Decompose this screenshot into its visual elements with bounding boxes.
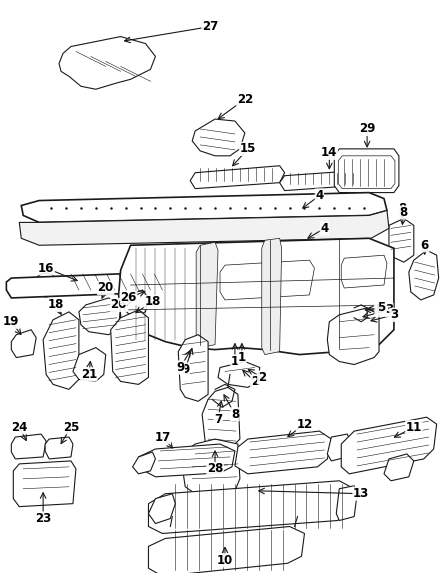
Polygon shape — [192, 119, 245, 156]
Text: 15: 15 — [240, 143, 256, 155]
Polygon shape — [13, 461, 76, 507]
Text: 1: 1 — [238, 351, 246, 364]
Text: 10: 10 — [217, 554, 233, 567]
Polygon shape — [334, 149, 399, 193]
Polygon shape — [182, 439, 240, 497]
Text: 1: 1 — [231, 355, 239, 368]
Text: 28: 28 — [207, 462, 223, 476]
Text: 8: 8 — [400, 206, 408, 219]
Polygon shape — [178, 335, 208, 401]
Text: 3: 3 — [385, 304, 393, 316]
Polygon shape — [336, 486, 357, 520]
Polygon shape — [327, 308, 379, 365]
Text: 6: 6 — [421, 239, 429, 252]
Polygon shape — [139, 444, 235, 477]
Text: 9: 9 — [176, 361, 184, 374]
Polygon shape — [19, 210, 389, 246]
Text: 3: 3 — [390, 308, 398, 321]
Polygon shape — [132, 452, 155, 474]
Text: 13: 13 — [353, 487, 369, 500]
Text: 16: 16 — [38, 262, 54, 275]
Text: 18: 18 — [48, 298, 64, 312]
Text: 19: 19 — [3, 315, 20, 328]
Polygon shape — [341, 255, 387, 288]
Polygon shape — [341, 417, 437, 474]
Polygon shape — [123, 290, 149, 318]
Polygon shape — [73, 348, 106, 381]
Text: 17: 17 — [154, 431, 170, 443]
Polygon shape — [6, 272, 170, 298]
Circle shape — [149, 283, 172, 307]
Polygon shape — [220, 260, 314, 300]
Polygon shape — [79, 298, 120, 335]
Text: 22: 22 — [237, 93, 253, 106]
Polygon shape — [196, 242, 218, 348]
Polygon shape — [119, 238, 394, 355]
Text: 25: 25 — [63, 421, 79, 434]
Polygon shape — [280, 171, 359, 190]
Text: 29: 29 — [359, 122, 375, 136]
Circle shape — [34, 273, 58, 297]
Text: 27: 27 — [202, 20, 218, 33]
Text: 8: 8 — [398, 202, 406, 215]
Text: 24: 24 — [11, 421, 28, 434]
Polygon shape — [384, 454, 414, 481]
Polygon shape — [43, 312, 79, 389]
Polygon shape — [190, 166, 285, 189]
Polygon shape — [149, 494, 175, 523]
Text: 23: 23 — [35, 512, 51, 525]
Text: 11: 11 — [406, 421, 422, 434]
Polygon shape — [111, 310, 149, 385]
Polygon shape — [218, 362, 260, 388]
Text: 12: 12 — [296, 417, 313, 431]
Text: 26: 26 — [120, 292, 137, 304]
Polygon shape — [11, 434, 46, 459]
Polygon shape — [21, 193, 387, 223]
Text: 2: 2 — [251, 375, 259, 388]
Text: 5: 5 — [377, 301, 385, 315]
Polygon shape — [11, 329, 36, 358]
Polygon shape — [202, 388, 240, 449]
Text: 18: 18 — [144, 296, 161, 308]
Polygon shape — [235, 431, 331, 474]
Polygon shape — [149, 527, 305, 575]
Polygon shape — [389, 218, 414, 262]
Text: 9: 9 — [181, 363, 190, 376]
Text: 21: 21 — [81, 368, 97, 381]
Text: 7: 7 — [214, 413, 222, 426]
Text: 4: 4 — [320, 222, 329, 235]
Polygon shape — [149, 481, 354, 534]
Text: 26: 26 — [111, 298, 127, 312]
Polygon shape — [45, 437, 73, 459]
Polygon shape — [409, 250, 439, 300]
Text: 5: 5 — [375, 304, 383, 316]
Text: 2: 2 — [258, 371, 266, 384]
Circle shape — [143, 277, 178, 313]
Text: 8: 8 — [231, 408, 239, 421]
Circle shape — [165, 509, 175, 519]
Polygon shape — [59, 37, 155, 89]
Polygon shape — [327, 434, 351, 461]
Text: 20: 20 — [98, 282, 114, 294]
Text: 4: 4 — [315, 189, 323, 202]
Polygon shape — [338, 156, 395, 189]
Polygon shape — [262, 238, 281, 355]
Circle shape — [293, 509, 301, 518]
Text: 14: 14 — [321, 147, 338, 159]
